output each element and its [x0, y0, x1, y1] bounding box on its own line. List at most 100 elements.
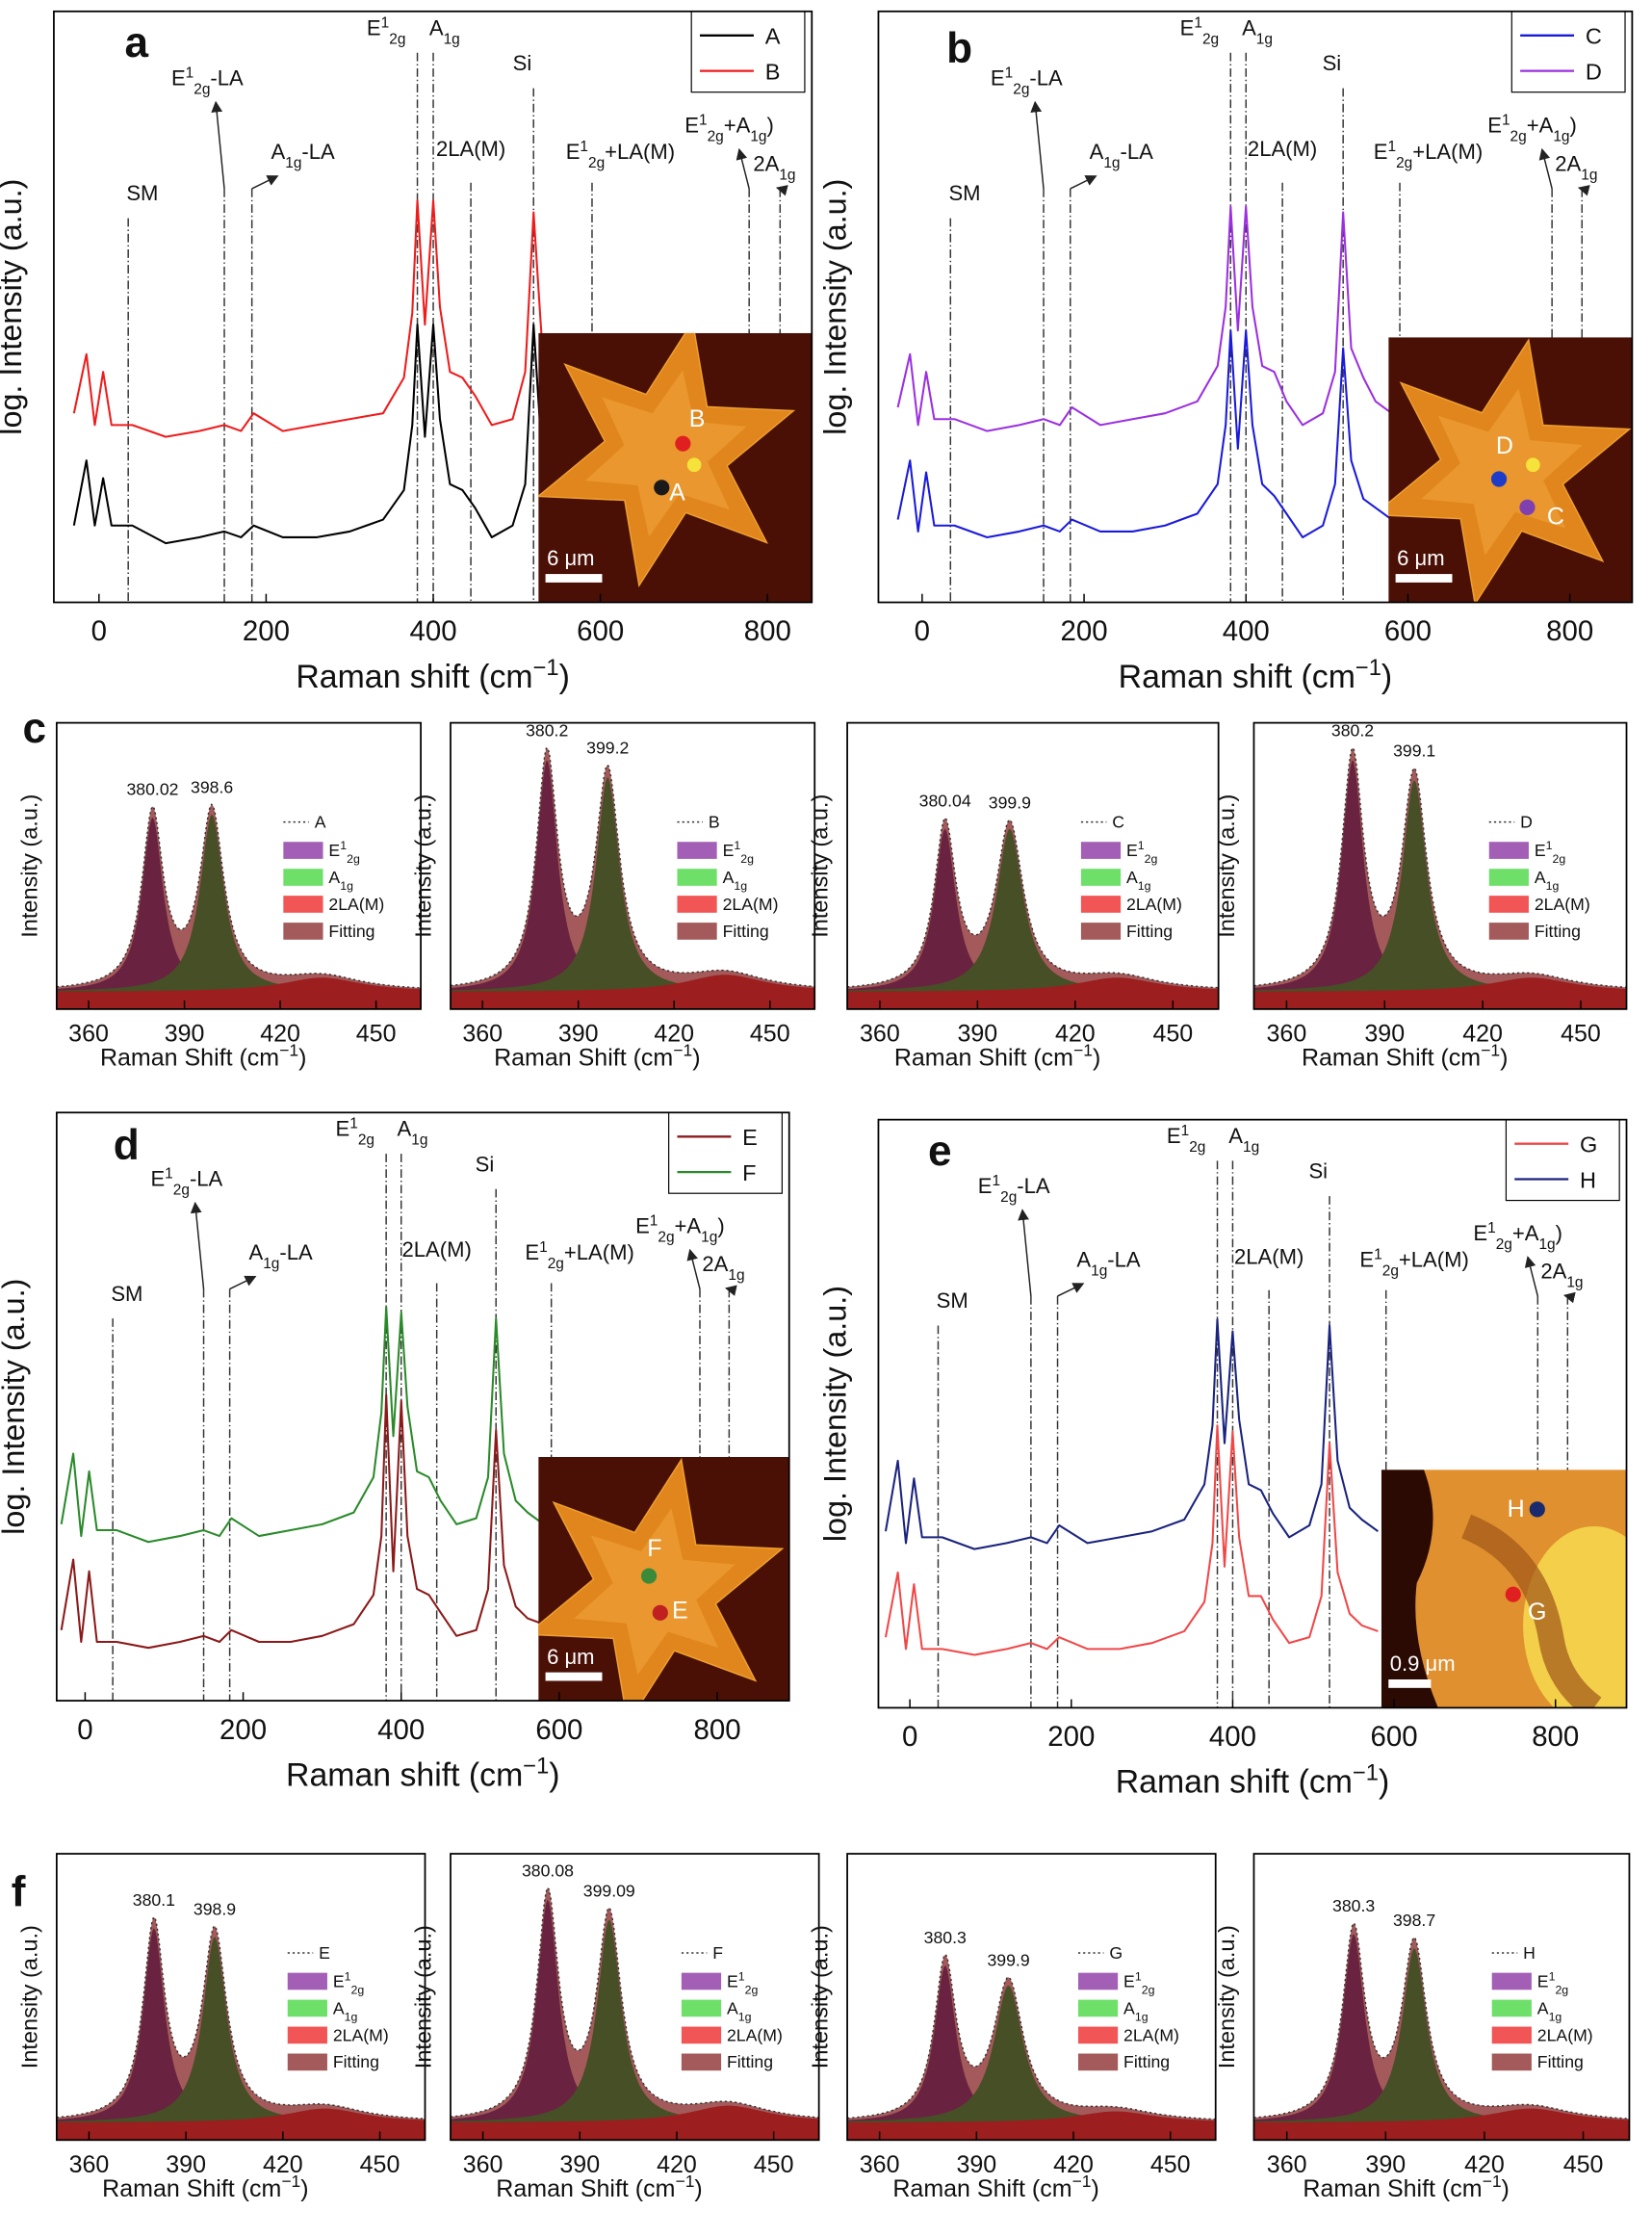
text-part: A — [1537, 1998, 1549, 2017]
text-part: A — [1090, 140, 1104, 164]
text-part: 1g — [444, 31, 460, 47]
text-part: 1 — [1487, 1219, 1496, 1236]
x-axis-label: Raman Shift (cm−1) — [102, 2172, 308, 2202]
text-part: E — [978, 1174, 993, 1198]
text-part: A — [1076, 1247, 1091, 1271]
x-tick-label: 360 — [1267, 1021, 1307, 1048]
text-part: Raman Shift (cm — [494, 1045, 673, 1072]
x-axis-label: Raman shift (cm−1) — [1116, 1761, 1390, 1801]
y-axis-label: Intensity (a.u.) — [410, 794, 435, 938]
peak-label: 380.02 — [126, 780, 178, 799]
text-part: 1g — [734, 879, 747, 893]
legend-swatch — [283, 923, 323, 940]
x-axis-label: Raman Shift (cm−1) — [1302, 1041, 1508, 1072]
inset-marker — [686, 457, 702, 473]
inset-stripe — [1460, 1514, 1602, 1708]
text-part: A — [727, 1998, 738, 2017]
inset-point-label: A — [669, 480, 685, 507]
text-part: -LA — [210, 66, 244, 91]
x-axis-label: Raman shift (cm−1) — [286, 1754, 560, 1793]
fit-envelope — [1253, 748, 1627, 1009]
annotation-label: 2LA(M) — [436, 137, 505, 161]
legend-label: E12g — [1537, 1969, 1569, 1996]
text-part: A — [1228, 1124, 1243, 1148]
text-part: −1 — [673, 1041, 692, 1060]
legend-box — [690, 11, 806, 93]
text-part: 1g — [340, 879, 353, 893]
legend-label: Fitting — [333, 2052, 379, 2071]
y-axis-label: Intensity (a.u.) — [16, 1925, 41, 2068]
legend-swatch — [1488, 842, 1529, 859]
text-part: −1 — [281, 2172, 300, 2191]
annotation-label: SM — [948, 181, 980, 205]
text-part: 1 — [1546, 839, 1553, 852]
legend-swatch — [1488, 896, 1529, 913]
text-part: SM — [948, 181, 980, 205]
legend-label: A1g — [1123, 1998, 1149, 2023]
legend-swatch — [1077, 2026, 1119, 2044]
text-part: Raman Shift (cm — [892, 2175, 1071, 2202]
text-part: 1 — [349, 1115, 358, 1132]
text-part: 2g — [1142, 1983, 1155, 1996]
legend-swatch — [1491, 2026, 1532, 2044]
legend-label: D — [1520, 813, 1533, 832]
text-part: E — [1535, 841, 1546, 860]
legend-swatch — [1488, 923, 1529, 940]
inset-point — [1519, 499, 1536, 515]
legend-box — [1510, 11, 1626, 93]
text-part: 1g — [1103, 155, 1120, 171]
annotation-arrow — [251, 175, 279, 190]
x-tick-label: 800 — [1546, 615, 1593, 647]
text-part: ) — [1502, 2175, 1510, 2202]
legend-label: E — [742, 1125, 758, 1150]
text-part: −1 — [675, 2172, 694, 2191]
text-part: E — [1473, 1221, 1487, 1245]
text-part: 1g — [1138, 879, 1151, 893]
x-tick-label: 450 — [754, 2151, 794, 2178]
text-part: 2LA(M) — [333, 2025, 389, 2044]
text-part: 2g — [173, 1182, 190, 1198]
peak-label: 380.3 — [924, 1928, 967, 1947]
annotation-label: A1g — [1242, 15, 1273, 47]
peak-label: 380.1 — [133, 1890, 175, 1910]
legend-label: E12g — [1535, 839, 1566, 866]
x-tick-label: 360 — [860, 1021, 900, 1048]
annotation-label: E12g+A1g) — [1487, 112, 1577, 144]
annotation-label: E12g+LA(M) — [566, 139, 675, 171]
text-part: 1g — [1256, 31, 1273, 47]
legend-label: G — [1109, 1943, 1123, 1963]
axes-frame — [55, 1853, 426, 2142]
text-part: 1 — [186, 65, 194, 81]
x-tick-label: 400 — [409, 615, 456, 647]
scale-bar — [1395, 574, 1453, 583]
text-part: A — [1126, 868, 1138, 887]
annotation-label: 2A1g — [1555, 152, 1597, 184]
legend-swatch — [283, 869, 323, 886]
text-part: ) — [549, 1756, 559, 1793]
text-part: 2g — [548, 1256, 564, 1272]
text-part: E — [1359, 1247, 1374, 1271]
inset-point-label: F — [647, 1535, 661, 1562]
text-part: 1g — [411, 1132, 427, 1148]
x-tick-label: 450 — [1561, 1021, 1601, 1048]
x-tick-label: 360 — [463, 2151, 503, 2178]
annotation-label: SM — [937, 1288, 968, 1313]
x-axis-label: Raman Shift (cm−1) — [494, 1041, 700, 1072]
panel-letter: f — [12, 1868, 26, 1915]
x-tick-label: 390 — [165, 1021, 205, 1048]
annotation-label: 2LA(M) — [1248, 137, 1317, 161]
annotation-arrow — [211, 100, 225, 189]
inset-marker — [1526, 457, 1540, 473]
legend-label: A — [315, 813, 326, 832]
x-tick-label: 450 — [1152, 1021, 1193, 1048]
annotation-arrow — [686, 1248, 701, 1289]
inset-image: B A 6 μm — [538, 332, 813, 603]
text-part: ) — [694, 2175, 702, 2202]
legend-swatch — [287, 2026, 327, 2044]
inset-point — [1505, 1586, 1521, 1602]
text-part: 1 — [650, 1212, 658, 1229]
x-axis-label: Raman shift (cm−1) — [296, 656, 570, 695]
text-part: 2LA(M) — [727, 2025, 783, 2044]
legend-label: Fitting — [1126, 922, 1173, 941]
